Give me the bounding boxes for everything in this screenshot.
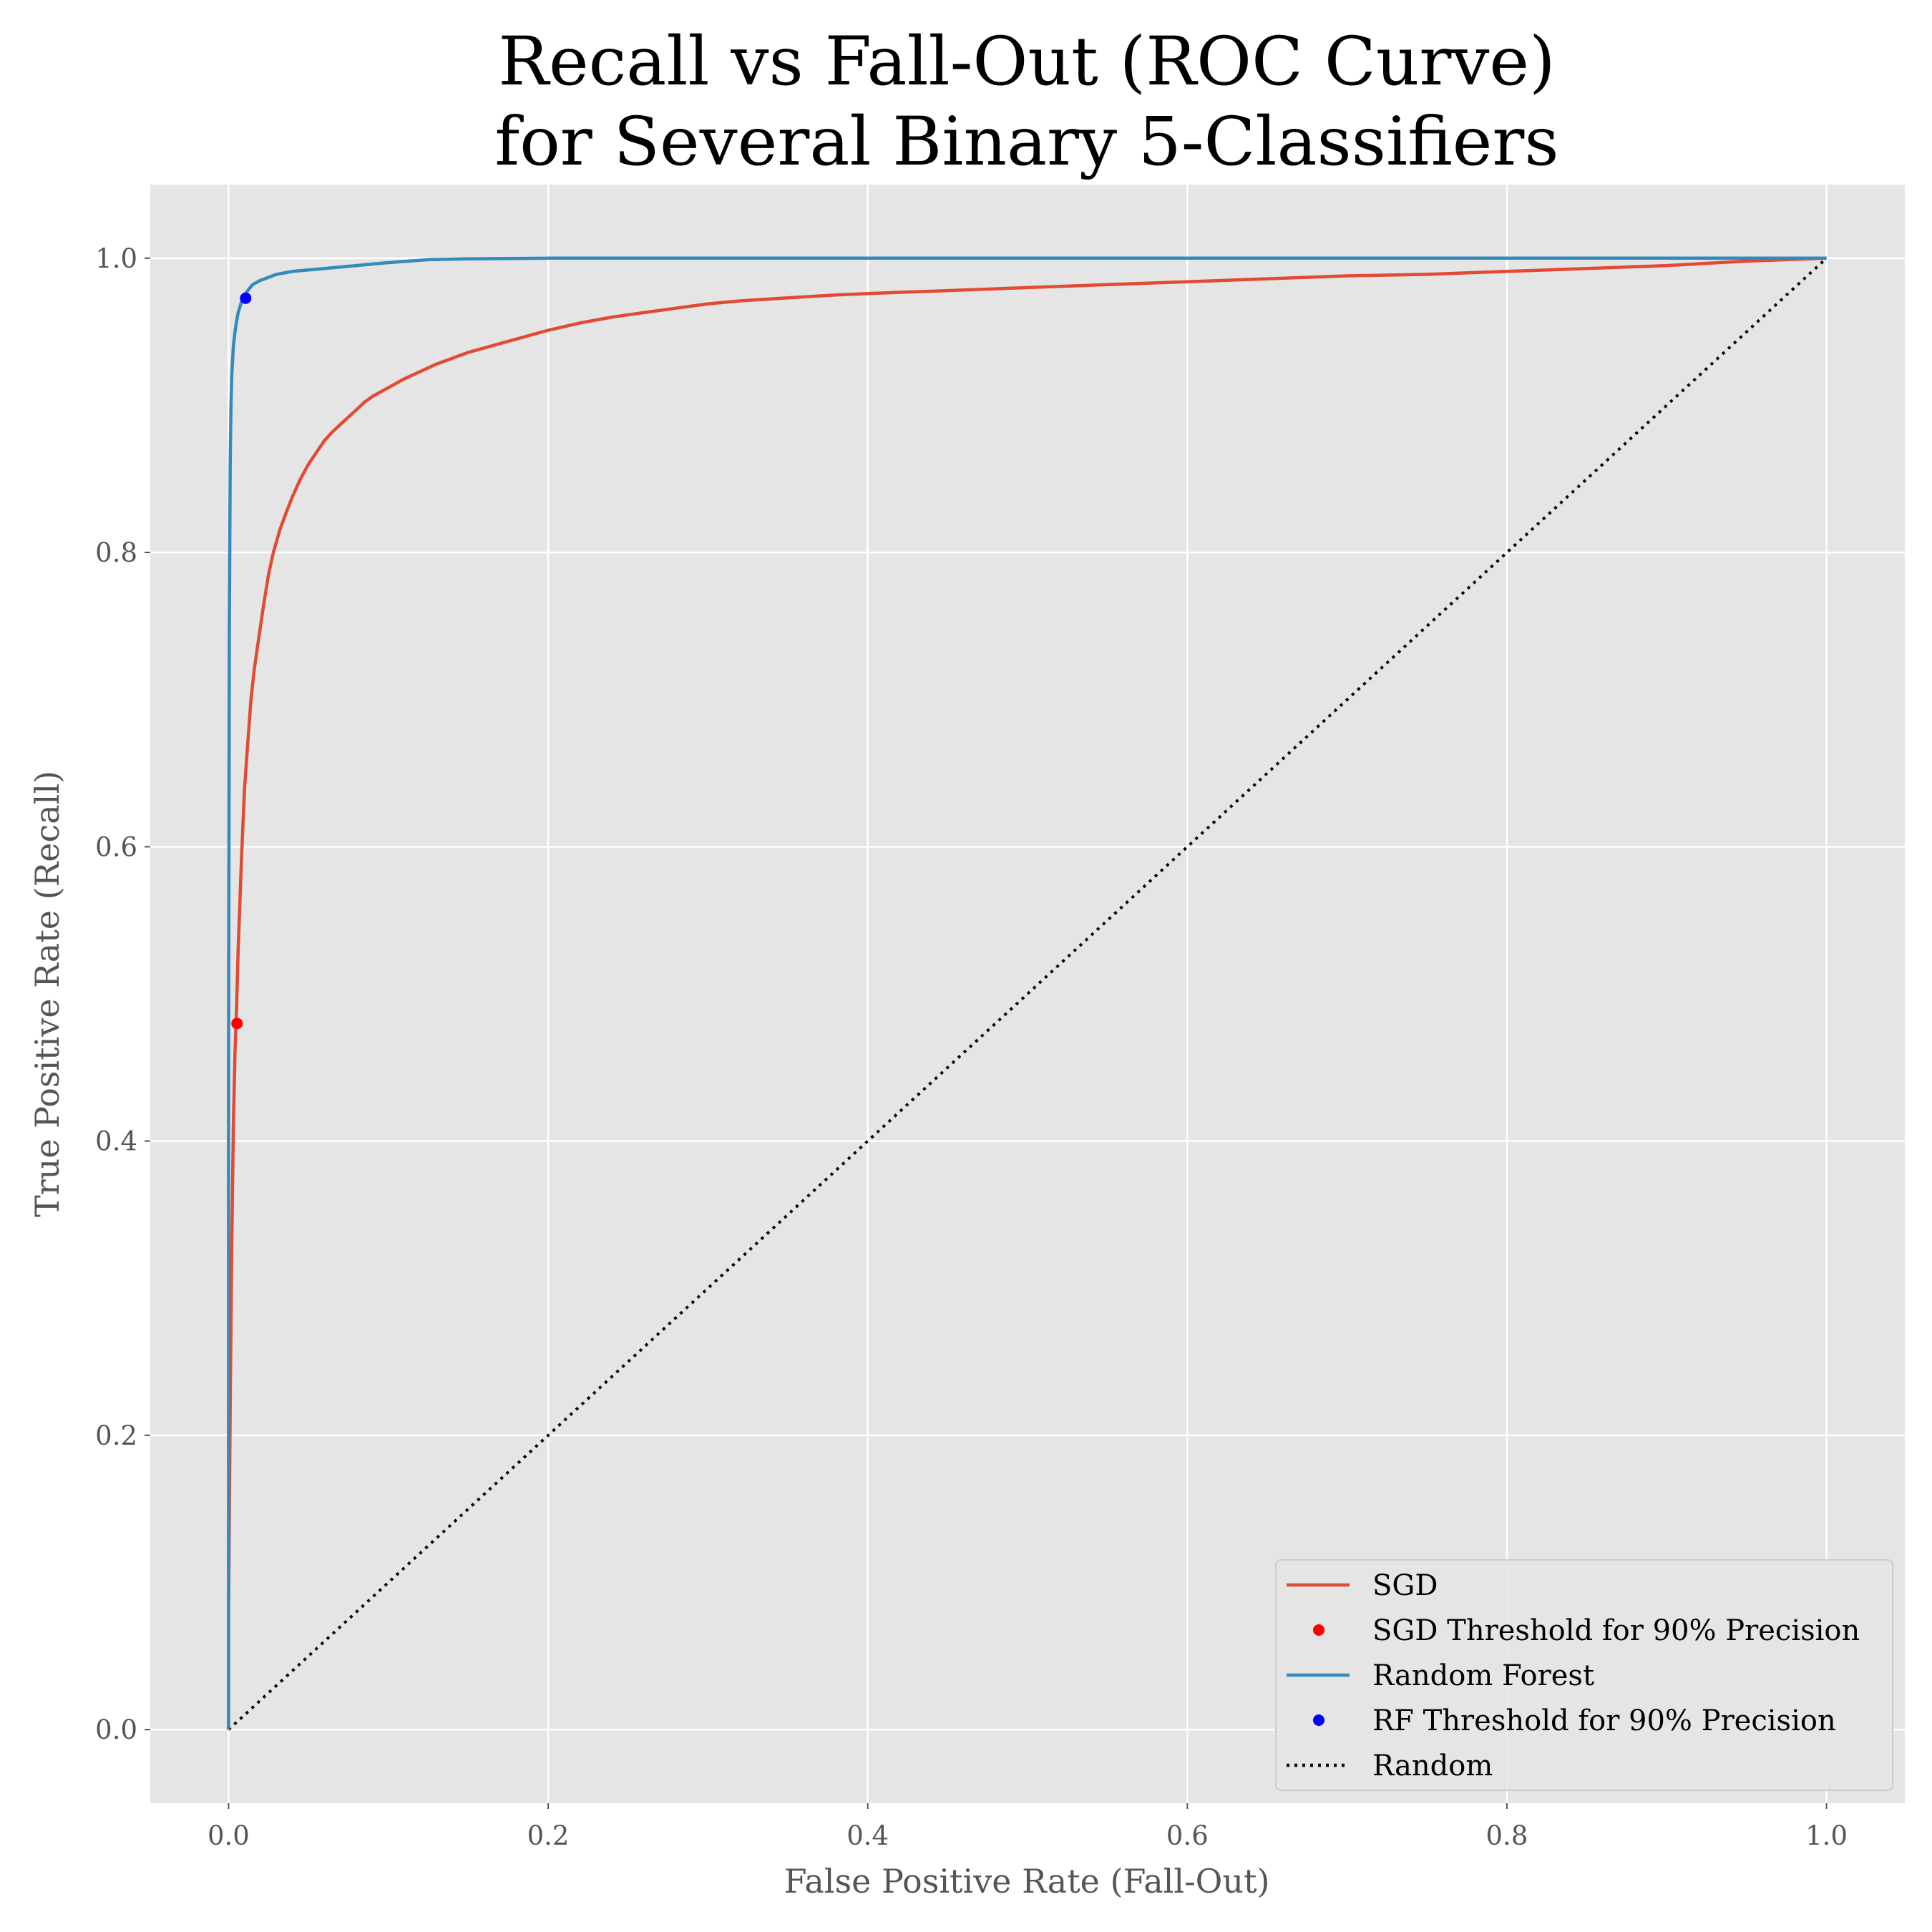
chart-title: Recall vs Fall-Out (ROC Curve) for Sever… <box>494 23 1558 181</box>
legend-item-random-forest: Random Forest <box>1287 1659 1594 1692</box>
y-tick-label: 0.0 <box>95 1714 137 1745</box>
y-tick-label: 1.0 <box>95 243 137 274</box>
chart-title-line-1: Recall vs Fall-Out (ROC Curve) <box>498 23 1555 101</box>
y-tick-label: 0.8 <box>95 537 137 568</box>
chart-title-line-2: for Several Binary 5-Classifiers <box>494 103 1558 181</box>
random-forest-line <box>227 256 1827 1730</box>
x-tick-label: 0.6 <box>1166 1820 1209 1851</box>
grid <box>150 185 1905 1803</box>
sgd-line <box>227 256 1827 1730</box>
series-layer <box>227 256 1828 1731</box>
x-tick-label: 0.8 <box>1486 1820 1528 1851</box>
x-tick-label: 1.0 <box>1805 1820 1848 1851</box>
legend: SGD SGD Threshold for 90% Precision Random… <box>1275 1559 1893 1791</box>
x-tick-label: 0.0 <box>208 1820 250 1851</box>
x-tick-label: 0.4 <box>847 1820 889 1851</box>
tick-labels: 0.0 0.2 0.4 0.6 0.8 1.0 0.0 0.2 0.4 0.6 0.8 1.0 <box>95 243 1848 1851</box>
y-axis-label: True Positive Rate (Recall) <box>28 771 67 1217</box>
sgd-threshold-for-90-precision-marker <box>231 1018 243 1030</box>
legend-label: RF Threshold for 90% Precision <box>1372 1704 1836 1737</box>
legend-item-sgd: SGD <box>1287 1569 1438 1602</box>
legend-label: Random <box>1372 1750 1493 1782</box>
legend-marker <box>1313 1624 1324 1636</box>
legend-item-rf-threshold-for-90-precision: RF Threshold for 90% Precision <box>1313 1704 1836 1737</box>
legend-label: SGD Threshold for 90% Precision <box>1372 1614 1860 1647</box>
legend-label: Random Forest <box>1372 1659 1594 1692</box>
legend-item-sgd-threshold-for-90-precision: SGD Threshold for 90% Precision <box>1313 1614 1860 1647</box>
x-tick-label: 0.2 <box>527 1820 570 1851</box>
rf-threshold-for-90-precision-marker <box>240 292 252 304</box>
y-tick-label: 0.2 <box>95 1420 137 1451</box>
x-axis-label: False Positive Rate (Fall-Out) <box>784 1862 1270 1901</box>
legend-marker <box>1313 1714 1324 1726</box>
legend-item-random: Random <box>1287 1750 1493 1782</box>
y-tick-label: 0.4 <box>95 1126 137 1157</box>
y-tick-label: 0.6 <box>95 831 137 862</box>
legend-box <box>1275 1559 1893 1791</box>
legend-label: SGD <box>1372 1569 1438 1602</box>
